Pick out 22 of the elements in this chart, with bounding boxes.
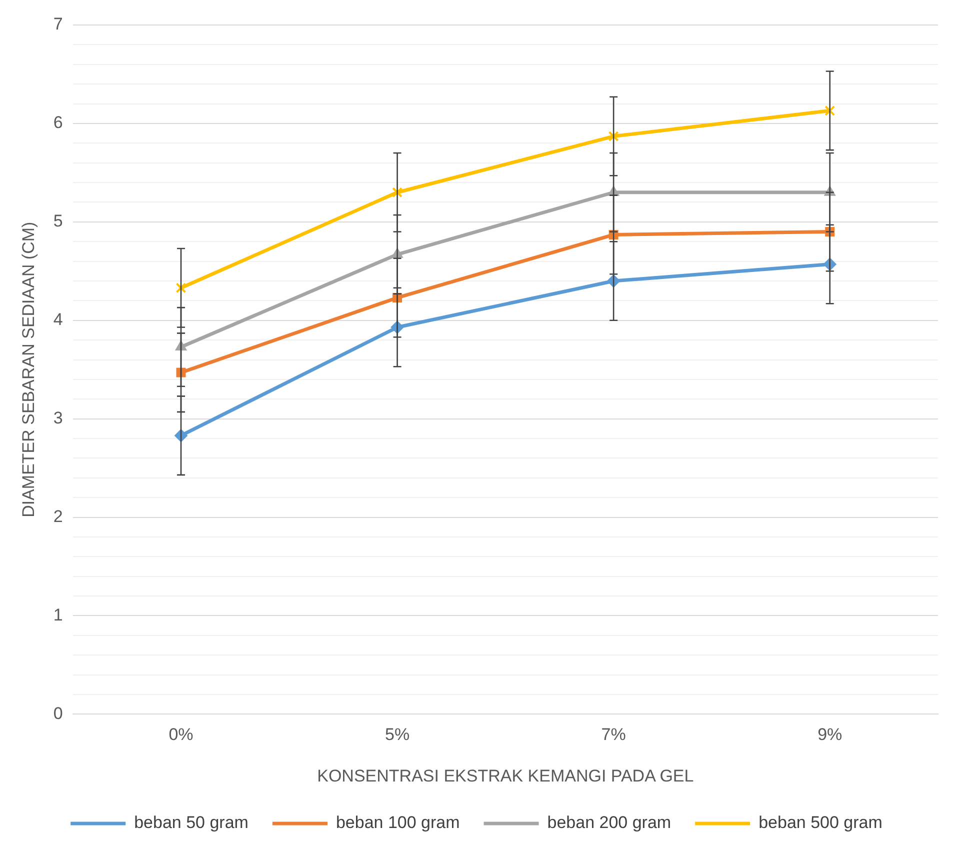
legend-label: beban 100 gram	[336, 813, 460, 832]
legend-label: beban 500 gram	[758, 813, 882, 832]
x-tick-label: 0%	[168, 725, 194, 744]
x-tick-label: 5%	[384, 725, 410, 744]
point	[824, 105, 836, 116]
point	[176, 282, 186, 294]
legend-label: beban 200 gram	[547, 813, 672, 832]
y-tick-label: 4	[53, 310, 63, 330]
x-axis-title: KONSENTRASI EKSTRAK KEMANGI PADA GEL	[317, 766, 694, 786]
y-tick-label: 2	[53, 506, 63, 526]
y-tick-label: 3	[53, 408, 63, 428]
y-tick-label: 0	[53, 704, 63, 723]
x-tick-label: 7%	[601, 725, 626, 744]
y-tick-label: 6	[53, 113, 63, 132]
y-tick-label: 7	[53, 14, 63, 34]
y-tick-label: 1	[53, 605, 63, 624]
point	[392, 187, 403, 198]
legend-label: beban 50 gram	[134, 813, 248, 832]
point	[608, 131, 619, 142]
y-axis-title: DIAMETER SEBARAN SEDIAAN (CM)	[18, 222, 38, 518]
y-tick-label: 5	[53, 212, 63, 231]
x-tick-label: 9%	[818, 725, 842, 744]
